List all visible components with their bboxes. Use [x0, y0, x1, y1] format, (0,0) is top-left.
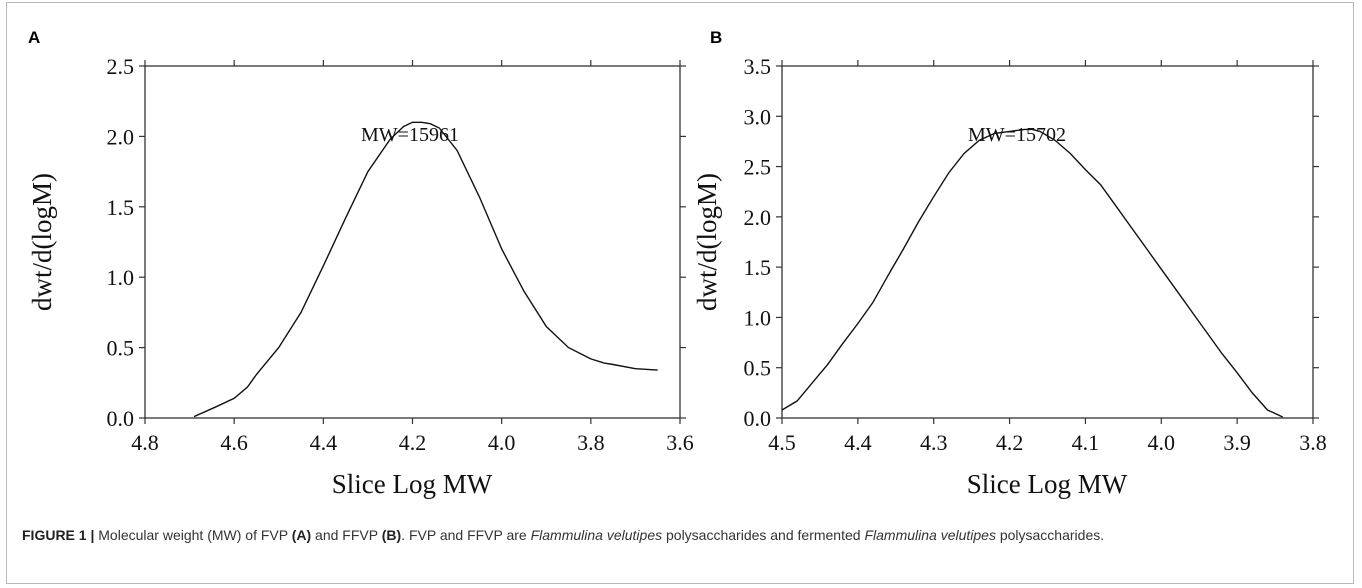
panel-b-x-tick-label: 4.5: [768, 430, 796, 455]
panel-b-ticks: 4.5 4.4 4.3 4.2 4.1 4.0 3.9 3.8 0.0 0.5 1.0 1.5 2.0 2…: [744, 54, 1327, 455]
panel-b-y-tick-label: 1.5: [744, 255, 772, 280]
panel-b-chart: B 4.5 4.4 4.3 4.2 4.1 4.0 3.9 3.8 0.0 0.5 1.0 1.5 2.…: [692, 28, 1327, 499]
panel-a-y-tick-label: 2.5: [107, 54, 135, 79]
panel-b-y-tick-label: 0.0: [744, 406, 772, 431]
panel-a-x-tick-label: 3.8: [577, 430, 605, 455]
panel-b-mw-annotation: MW=15702: [968, 124, 1066, 146]
panel-a-y-tick-label: 1.5: [107, 195, 135, 220]
panel-b-y-tick-label: 3.0: [744, 104, 772, 129]
panel-b-x-tick-label: 3.8: [1299, 430, 1327, 455]
caption-text-4: polysaccharides and fermented: [662, 527, 865, 543]
panel-b-x-tick-label: 4.3: [920, 430, 948, 455]
panel-b-y-tick-label: 1.0: [744, 305, 772, 330]
panel-a-x-tick-label: 4.4: [310, 430, 338, 455]
caption-label: FIGURE 1 |: [22, 527, 95, 543]
panel-b-x-tick-label: 3.9: [1223, 430, 1251, 455]
panel-b-x-tick-label: 4.1: [1072, 430, 1100, 455]
panel-b-x-tick-label: 4.0: [1148, 430, 1176, 455]
panel-b-y-tick-label: 0.5: [744, 356, 772, 381]
panel-b-letter: B: [710, 28, 722, 47]
panel-a-y-tick-label: 1.0: [107, 265, 135, 290]
panel-a-x-tick-label: 4.8: [131, 430, 159, 455]
caption-text-3: . FVP and FFVP are: [401, 527, 531, 543]
figure-caption: FIGURE 1 | Molecular weight (MW) of FVP …: [22, 524, 1342, 546]
panel-b-curve-line: [781, 128, 1283, 418]
caption-text-1: Molecular weight (MW) of FVP: [94, 527, 292, 543]
caption-text-2: and FFVP: [311, 527, 382, 543]
caption-text-5: polysaccharides.: [995, 527, 1105, 543]
panel-b-y-tick-label: 2.5: [744, 155, 772, 180]
panel-a-x-tick-label: 4.2: [399, 430, 427, 455]
panel-a-mw-annotation: MW=15961: [361, 124, 459, 146]
panel-a-chart: A 4.8 4.6 4.4 4.2 4.0 3.8 3.6 0.0 0.5 1.0 1.5 2.0 2.…: [27, 28, 694, 499]
caption-species-2: Flammulina velutipes: [864, 527, 996, 543]
caption-species-1: Flammulina velutipes: [530, 527, 663, 543]
panel-b-x-tick-label: 4.2: [996, 430, 1024, 455]
panel-a-y-axis-title: dwt/d(logM): [27, 173, 57, 311]
panel-a-ticks: 4.8 4.6 4.4 4.2 4.0 3.8 3.6 0.0 0.5 1.0 1.5 2.0 2.5: [107, 54, 694, 455]
panel-a-plot-frame: [144, 65, 681, 419]
panel-a-y-tick-label: 0.5: [107, 336, 135, 361]
panel-b-plot-frame: [781, 65, 1314, 419]
caption-ref-b: (B): [381, 527, 402, 543]
caption-ref-a: (A): [291, 527, 312, 543]
panel-a-y-tick-label: 2.0: [107, 124, 135, 149]
panel-a-x-tick-label: 4.6: [220, 430, 248, 455]
panel-a-x-tick-label: 4.0: [488, 430, 516, 455]
panel-b-y-tick-label: 2.0: [744, 205, 772, 230]
figure-plots: A 4.8 4.6 4.4 4.2 4.0 3.8 3.6 0.0 0.5 1.0 1.5 2.0 2.…: [27, 28, 1327, 499]
panel-a-curve-line: [193, 121, 658, 418]
panel-a-y-tick-label: 0.0: [107, 406, 135, 431]
panel-a-letter: A: [28, 28, 40, 47]
panel-b-y-tick-label: 3.5: [744, 54, 772, 79]
panel-a-x-tick-label: 3.6: [666, 430, 694, 455]
panel-b-x-axis-title: Slice Log MW: [967, 469, 1128, 499]
panel-b-y-axis-title: dwt/d(logM): [692, 173, 722, 311]
panel-a-x-axis-title: Slice Log MW: [332, 469, 493, 499]
panel-b-x-tick-label: 4.4: [844, 430, 872, 455]
